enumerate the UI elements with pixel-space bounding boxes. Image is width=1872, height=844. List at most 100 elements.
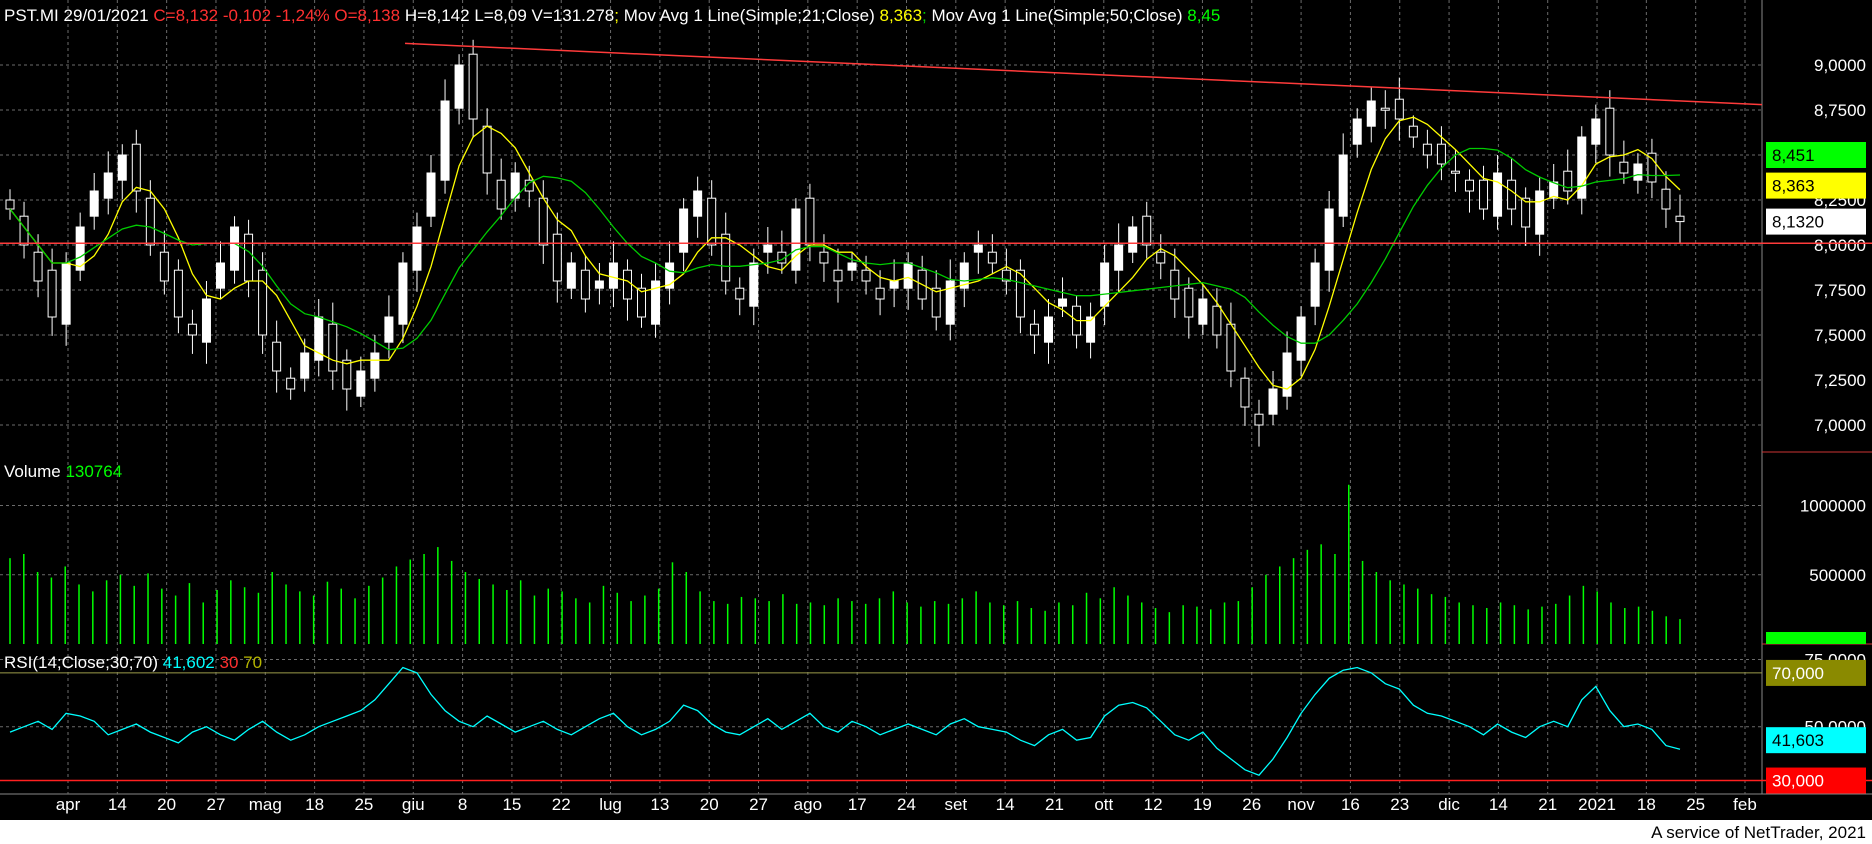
candle-body (1479, 179, 1489, 210)
x-tick-label: 16 (1341, 795, 1360, 814)
header-symbol: PST.MI (4, 6, 59, 25)
x-tick-label: 13 (650, 795, 669, 814)
x-tick-label: 14 (108, 795, 127, 814)
candle-body (566, 262, 576, 289)
candle-body (889, 280, 899, 289)
x-tick-label: 18 (1637, 795, 1656, 814)
footer-credit: A service of NetTrader, 2021 (1651, 823, 1866, 842)
x-tick-label: 14 (996, 795, 1015, 814)
candle-body (1184, 287, 1194, 318)
candle-body (131, 143, 141, 192)
candle-body (1128, 226, 1138, 253)
candle-body (1282, 352, 1292, 397)
candle-body (468, 53, 478, 120)
x-tick-label: dic (1438, 795, 1460, 814)
candle-body (1240, 377, 1250, 408)
candle-body (1507, 179, 1517, 210)
x-tick-label: 2021 (1578, 795, 1616, 814)
candle-body (861, 269, 871, 282)
candle-body (216, 262, 226, 289)
candle-body (538, 197, 548, 246)
candle-body (875, 287, 885, 300)
rsi-line (9, 666, 1681, 776)
x-tick-label: 27 (749, 795, 768, 814)
price-tick-label: 7,0000 (1814, 416, 1866, 435)
candle-body (426, 172, 436, 217)
ma50-line (9, 147, 1681, 351)
candle-body (1338, 154, 1348, 217)
candle-body (370, 352, 380, 379)
header-ma50-value: 8,45 (1187, 6, 1221, 25)
candle-body (833, 269, 843, 282)
volume-label: Volume (4, 462, 61, 481)
header-volume: V=131.278 (531, 6, 615, 25)
last-price-tag-bg (1766, 208, 1866, 235)
header-low: L=8,09 (474, 6, 527, 25)
volume-tick-label: 500000 (1809, 566, 1866, 585)
candle-body (749, 262, 759, 307)
x-tick-label: lug (599, 795, 622, 814)
rsi-30-tag-bg (1766, 767, 1866, 794)
rsi-current-tag-bg (1766, 727, 1866, 754)
x-tick-label: set (944, 795, 967, 814)
candle-body (75, 226, 85, 271)
candle-body (19, 215, 29, 246)
x-tick-label: mag (249, 795, 282, 814)
candle-body (145, 197, 155, 246)
x-tick-label: 21 (1538, 795, 1557, 814)
candle-body (1310, 262, 1320, 307)
candle-body (300, 352, 310, 379)
x-tick-label: 25 (1686, 795, 1705, 814)
candle-body (47, 269, 57, 318)
price-chart[interactable]: 9,00008,75008,50008,25008,00007,75007,50… (0, 0, 1872, 820)
candle-body (1029, 323, 1039, 336)
candle-body (594, 280, 604, 289)
price-tick-label: 9,0000 (1814, 56, 1866, 75)
candle-body (608, 262, 618, 289)
x-tick-label: ott (1094, 795, 1113, 814)
volume-tick-label: 1000000 (1800, 497, 1866, 516)
candle-body (1493, 172, 1503, 217)
x-tick-label: 15 (502, 795, 521, 814)
header-change-pct: -1,24% (275, 6, 330, 25)
x-tick-label: 24 (897, 795, 916, 814)
candle-body (496, 179, 506, 210)
price-tick-label: 7,5000 (1814, 326, 1866, 345)
candle-body (552, 233, 562, 282)
candle-body (1408, 125, 1418, 138)
candle-body (1633, 163, 1643, 181)
candle-body (187, 323, 197, 336)
x-tick-label: 25 (354, 795, 373, 814)
candle-body (1100, 262, 1110, 307)
candle-body (342, 359, 352, 390)
candle-body (693, 190, 703, 217)
candle-body (1226, 323, 1236, 372)
candle-body (763, 244, 773, 253)
header-change: -0,102 (222, 6, 272, 25)
candle-body (1619, 161, 1629, 174)
candle-body (1563, 170, 1573, 192)
candle-body (1661, 188, 1671, 210)
candle-body (1001, 269, 1011, 282)
candle-body (61, 262, 71, 325)
candle-body (959, 262, 969, 289)
candle-body (1422, 143, 1432, 156)
candle-body (580, 269, 590, 300)
candle-body (679, 208, 689, 253)
rsi-header: RSI(14;Close;30;70) 41,602 30 70 (4, 653, 262, 673)
candle-body (33, 251, 43, 282)
header-ma50-label: Mov Avg 1 Line(Simple;50;Close) (931, 6, 1183, 25)
x-tick-label: giu (402, 795, 425, 814)
candle-body (805, 197, 815, 246)
candle-body (791, 208, 801, 271)
rsi-current-tag: 41,603 (1772, 731, 1824, 750)
candle-body (356, 370, 366, 397)
candle-body (524, 179, 534, 192)
candle-body (412, 226, 422, 271)
candle-body (5, 199, 15, 210)
x-tick-label: feb (1733, 795, 1757, 814)
x-tick-label: 26 (1242, 795, 1261, 814)
x-tick-label: 20 (700, 795, 719, 814)
ma50-value-tag: 8,451 (1772, 146, 1815, 165)
x-tick-label: 21 (1045, 795, 1064, 814)
